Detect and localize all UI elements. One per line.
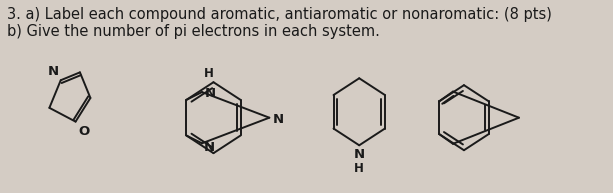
- Text: N: N: [354, 148, 365, 161]
- Text: 3. a) Label each compound aromatic, antiaromatic or nonaromatic: (8 pts): 3. a) Label each compound aromatic, anti…: [7, 7, 552, 22]
- Text: N: N: [48, 65, 59, 78]
- Text: H: H: [354, 162, 364, 175]
- Text: H: H: [204, 67, 213, 80]
- Text: N: N: [205, 86, 216, 100]
- Text: b) Give the number of pi electrons in each system.: b) Give the number of pi electrons in ea…: [7, 24, 381, 39]
- Text: N: N: [204, 141, 215, 154]
- Text: N: N: [273, 113, 284, 126]
- Text: O: O: [78, 125, 89, 138]
